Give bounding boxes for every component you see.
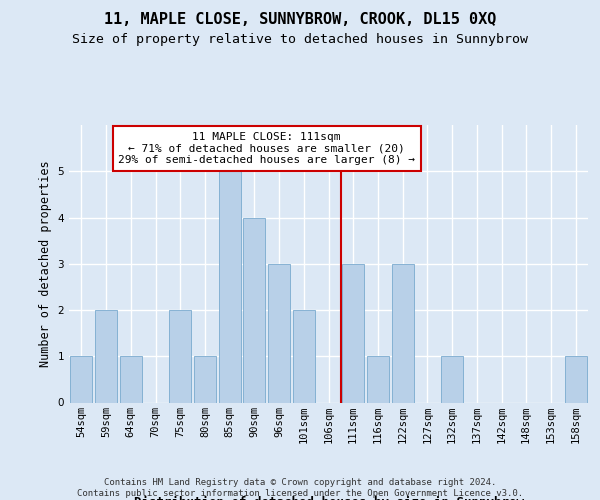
Bar bbox=[293, 310, 315, 402]
Bar bbox=[268, 264, 290, 402]
Text: 11, MAPLE CLOSE, SUNNYBROW, CROOK, DL15 0XQ: 11, MAPLE CLOSE, SUNNYBROW, CROOK, DL15 … bbox=[104, 12, 496, 28]
Bar bbox=[243, 218, 265, 402]
Bar bbox=[218, 171, 241, 402]
Bar bbox=[367, 356, 389, 403]
Bar bbox=[342, 264, 364, 402]
Bar bbox=[119, 356, 142, 403]
Bar bbox=[95, 310, 117, 402]
Text: Contains HM Land Registry data © Crown copyright and database right 2024.
Contai: Contains HM Land Registry data © Crown c… bbox=[77, 478, 523, 498]
Bar bbox=[392, 264, 414, 402]
Text: 11 MAPLE CLOSE: 111sqm
← 71% of detached houses are smaller (20)
29% of semi-det: 11 MAPLE CLOSE: 111sqm ← 71% of detached… bbox=[118, 132, 415, 165]
Bar bbox=[169, 310, 191, 402]
Bar bbox=[565, 356, 587, 403]
Y-axis label: Number of detached properties: Number of detached properties bbox=[39, 160, 52, 367]
Bar bbox=[70, 356, 92, 403]
Bar bbox=[441, 356, 463, 403]
X-axis label: Distribution of detached houses by size in Sunnybrow: Distribution of detached houses by size … bbox=[133, 496, 523, 500]
Bar bbox=[194, 356, 216, 403]
Text: Size of property relative to detached houses in Sunnybrow: Size of property relative to detached ho… bbox=[72, 32, 528, 46]
